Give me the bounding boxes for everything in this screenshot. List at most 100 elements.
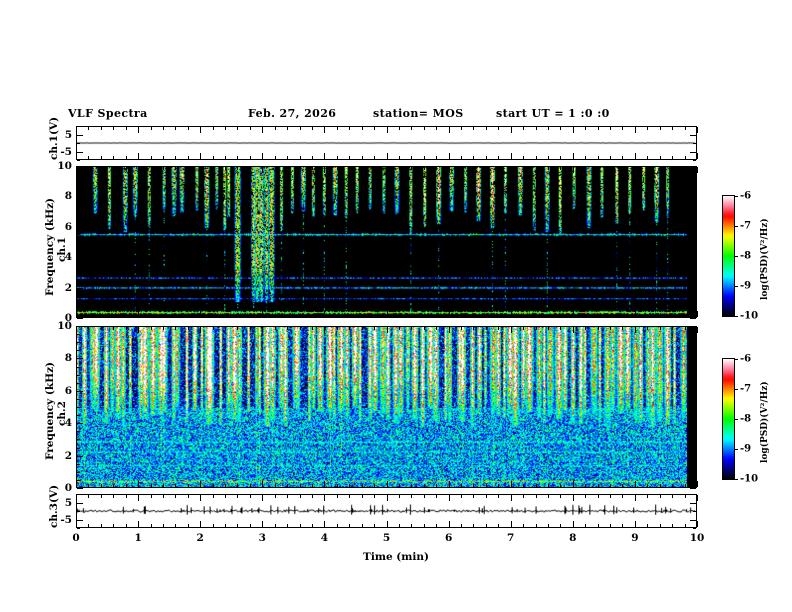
x-minor-tick <box>423 484 425 487</box>
x-minor-tick <box>212 156 214 159</box>
x-major-tick <box>262 167 264 173</box>
x-minor-tick <box>237 127 239 130</box>
x-minor-tick <box>672 314 674 317</box>
y-major-tick <box>690 287 696 289</box>
y-minor-tick <box>77 302 80 304</box>
x-minor-tick <box>249 495 251 498</box>
x-minor-tick <box>659 484 661 487</box>
x-minor-tick <box>287 167 289 170</box>
colorbar-tick-label: -7 <box>740 383 752 395</box>
y-minor-tick <box>77 463 80 465</box>
x-minor-tick <box>299 484 301 487</box>
figure-header: VLF Spectra Feb. 27, 2026 station= MOS s… <box>68 107 688 121</box>
x-minor-tick <box>622 314 624 317</box>
x-minor-tick <box>299 156 301 159</box>
y-minor-tick <box>77 439 80 441</box>
x-major-tick <box>510 481 512 487</box>
ch1-frequency-axis-title-line2: Frequency (kHz) <box>44 197 56 296</box>
x-minor-tick <box>411 484 413 487</box>
x-minor-tick <box>560 484 562 487</box>
observation-date: Feb. 27, 2026 <box>248 107 337 120</box>
x-minor-tick <box>423 167 425 170</box>
x-minor-tick <box>150 156 152 159</box>
x-minor-tick <box>175 127 177 130</box>
y-minor-tick <box>693 272 696 274</box>
x-major-tick <box>634 327 636 333</box>
x-minor-tick <box>610 484 612 487</box>
x-minor-tick <box>659 156 661 159</box>
x-minor-tick <box>647 327 649 330</box>
y-tick-label: -5 <box>60 145 72 158</box>
x-minor-tick <box>175 484 177 487</box>
y-minor-tick <box>693 374 696 376</box>
x-minor-tick <box>212 484 214 487</box>
x-minor-tick <box>610 156 612 159</box>
x-minor-tick <box>411 156 413 159</box>
x-minor-tick <box>100 314 102 317</box>
x-major-tick <box>138 495 140 501</box>
colorbar-tick-label: -10 <box>740 473 759 485</box>
y-minor-tick <box>77 204 80 205</box>
y-minor-tick <box>693 211 696 213</box>
x-major-tick <box>634 311 636 317</box>
x-minor-tick <box>672 495 674 498</box>
x-minor-tick <box>535 327 537 330</box>
y-minor-tick <box>693 204 696 205</box>
x-minor-tick <box>225 524 227 527</box>
x-minor-tick <box>473 495 475 498</box>
colorbar-tick-label: -10 <box>740 310 759 322</box>
x-minor-tick <box>361 495 363 498</box>
x-major-tick <box>138 153 140 159</box>
y-minor-tick <box>693 528 696 529</box>
y-minor-tick <box>77 374 80 376</box>
x-minor-tick <box>461 167 463 170</box>
x-minor-tick <box>274 524 276 527</box>
x-major-tick <box>386 481 388 487</box>
x-minor-tick <box>461 495 463 498</box>
x-minor-tick <box>287 314 289 317</box>
x-minor-tick <box>113 495 115 498</box>
y-minor-tick <box>77 511 80 512</box>
x-minor-tick <box>113 327 115 330</box>
y-tick-label: 2 <box>64 281 72 294</box>
y-minor-tick <box>693 398 696 400</box>
x-minor-tick <box>150 127 152 130</box>
x-minor-tick <box>547 314 549 317</box>
x-minor-tick <box>125 127 127 130</box>
ch2-spectrogram-panel <box>76 326 697 488</box>
colorbar-tick-label: -6 <box>740 353 752 365</box>
x-major-tick <box>510 167 512 173</box>
x-minor-tick <box>299 314 301 317</box>
x-minor-tick <box>361 484 363 487</box>
x-minor-tick <box>249 167 251 170</box>
x-minor-tick <box>100 327 102 330</box>
x-minor-tick <box>274 495 276 498</box>
x-minor-tick <box>311 524 313 527</box>
x-minor-tick <box>423 495 425 498</box>
x-minor-tick <box>684 327 686 330</box>
x-major-tick <box>448 327 450 333</box>
x-minor-tick <box>622 156 624 159</box>
y-minor-tick <box>693 463 696 465</box>
colorbar-tick <box>734 286 738 287</box>
x-minor-tick <box>374 314 376 317</box>
colorbar-tick-label: -8 <box>740 250 752 262</box>
y-minor-tick <box>77 528 80 529</box>
x-minor-tick <box>622 484 624 487</box>
x-major-tick <box>510 327 512 333</box>
x-major-tick <box>324 495 326 501</box>
x-major-tick <box>448 495 450 501</box>
x-major-tick <box>138 127 140 133</box>
x-minor-tick <box>100 524 102 527</box>
x-minor-tick <box>349 327 351 330</box>
x-minor-tick <box>498 127 500 130</box>
x-major-tick <box>200 521 202 527</box>
y-minor-tick <box>693 447 696 449</box>
x-minor-tick <box>237 167 239 170</box>
colorbar-tick <box>734 449 738 450</box>
x-minor-tick <box>610 314 612 317</box>
x-minor-tick <box>299 524 301 527</box>
y-minor-tick <box>693 295 696 297</box>
x-minor-tick <box>349 156 351 159</box>
x-minor-tick <box>672 127 674 130</box>
